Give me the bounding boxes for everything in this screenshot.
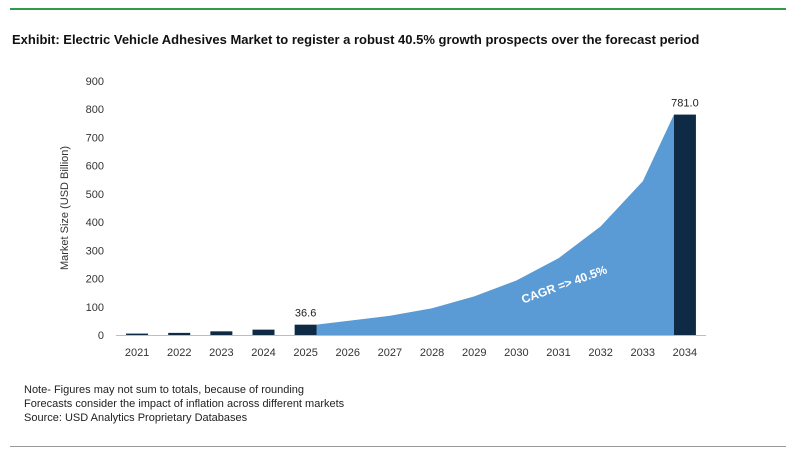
note-source: Source: USD Analytics Proprietary Databa… (24, 412, 248, 424)
y-tick-label: 700 (86, 132, 104, 144)
y-tick-label: 100 (86, 302, 104, 314)
x-tick-label: 2021 (125, 347, 149, 359)
y-tick-label: 400 (86, 217, 104, 229)
bar-2022 (168, 332, 191, 335)
x-tick-label: 2022 (167, 347, 191, 359)
x-tick-label: 2026 (336, 347, 360, 359)
x-tick-label: 2032 (588, 347, 612, 359)
bar-area-chart: 0 100 200 300 400 500 600 700 800 900 2021 2022 2023… (59, 76, 706, 359)
y-tick-label: 900 (86, 76, 104, 88)
x-tick-label: 2029 (462, 347, 486, 359)
y-tick-label: 0 (98, 330, 104, 342)
x-tick-label: 2028 (420, 347, 444, 359)
chart-title: Exhibit: Electric Vehicle Adhesives Mark… (12, 32, 700, 47)
title-rule (10, 8, 786, 10)
x-tick-label: 2027 (378, 347, 402, 359)
x-tick-label: 2024 (251, 347, 275, 359)
y-tick-label: 300 (86, 245, 104, 257)
bar-2021 (126, 333, 149, 335)
bottom-rule (10, 446, 786, 447)
forecast-area (316, 114, 674, 335)
y-tick-label: 500 (86, 189, 104, 201)
bar-2025 (294, 324, 317, 335)
bar-2024 (252, 329, 275, 335)
note-inflation: Forecasts consider the impact of inflati… (24, 398, 345, 410)
y-tick-label: 800 (86, 104, 104, 116)
x-tick-label: 2034 (673, 347, 697, 359)
y-tick-label: 200 (86, 274, 104, 286)
y-axis-label: Market Size (USD Billion) (59, 146, 71, 270)
bar-2034 (673, 114, 696, 335)
data-label-2034: 781.0 (671, 98, 699, 110)
data-label-2025: 36.6 (295, 308, 316, 320)
x-tick-label: 2033 (631, 347, 655, 359)
x-tick-label: 2023 (209, 347, 233, 359)
x-tick-label: 2031 (546, 347, 570, 359)
footnotes: Note- Figures may not sum to totals, bec… (24, 383, 344, 425)
bar-2023 (210, 331, 233, 335)
y-tick-label: 600 (86, 161, 104, 173)
x-tick-label: 2025 (293, 347, 317, 359)
x-tick-label: 2030 (504, 347, 528, 359)
note-rounding: Note- Figures may not sum to totals, bec… (24, 384, 305, 396)
